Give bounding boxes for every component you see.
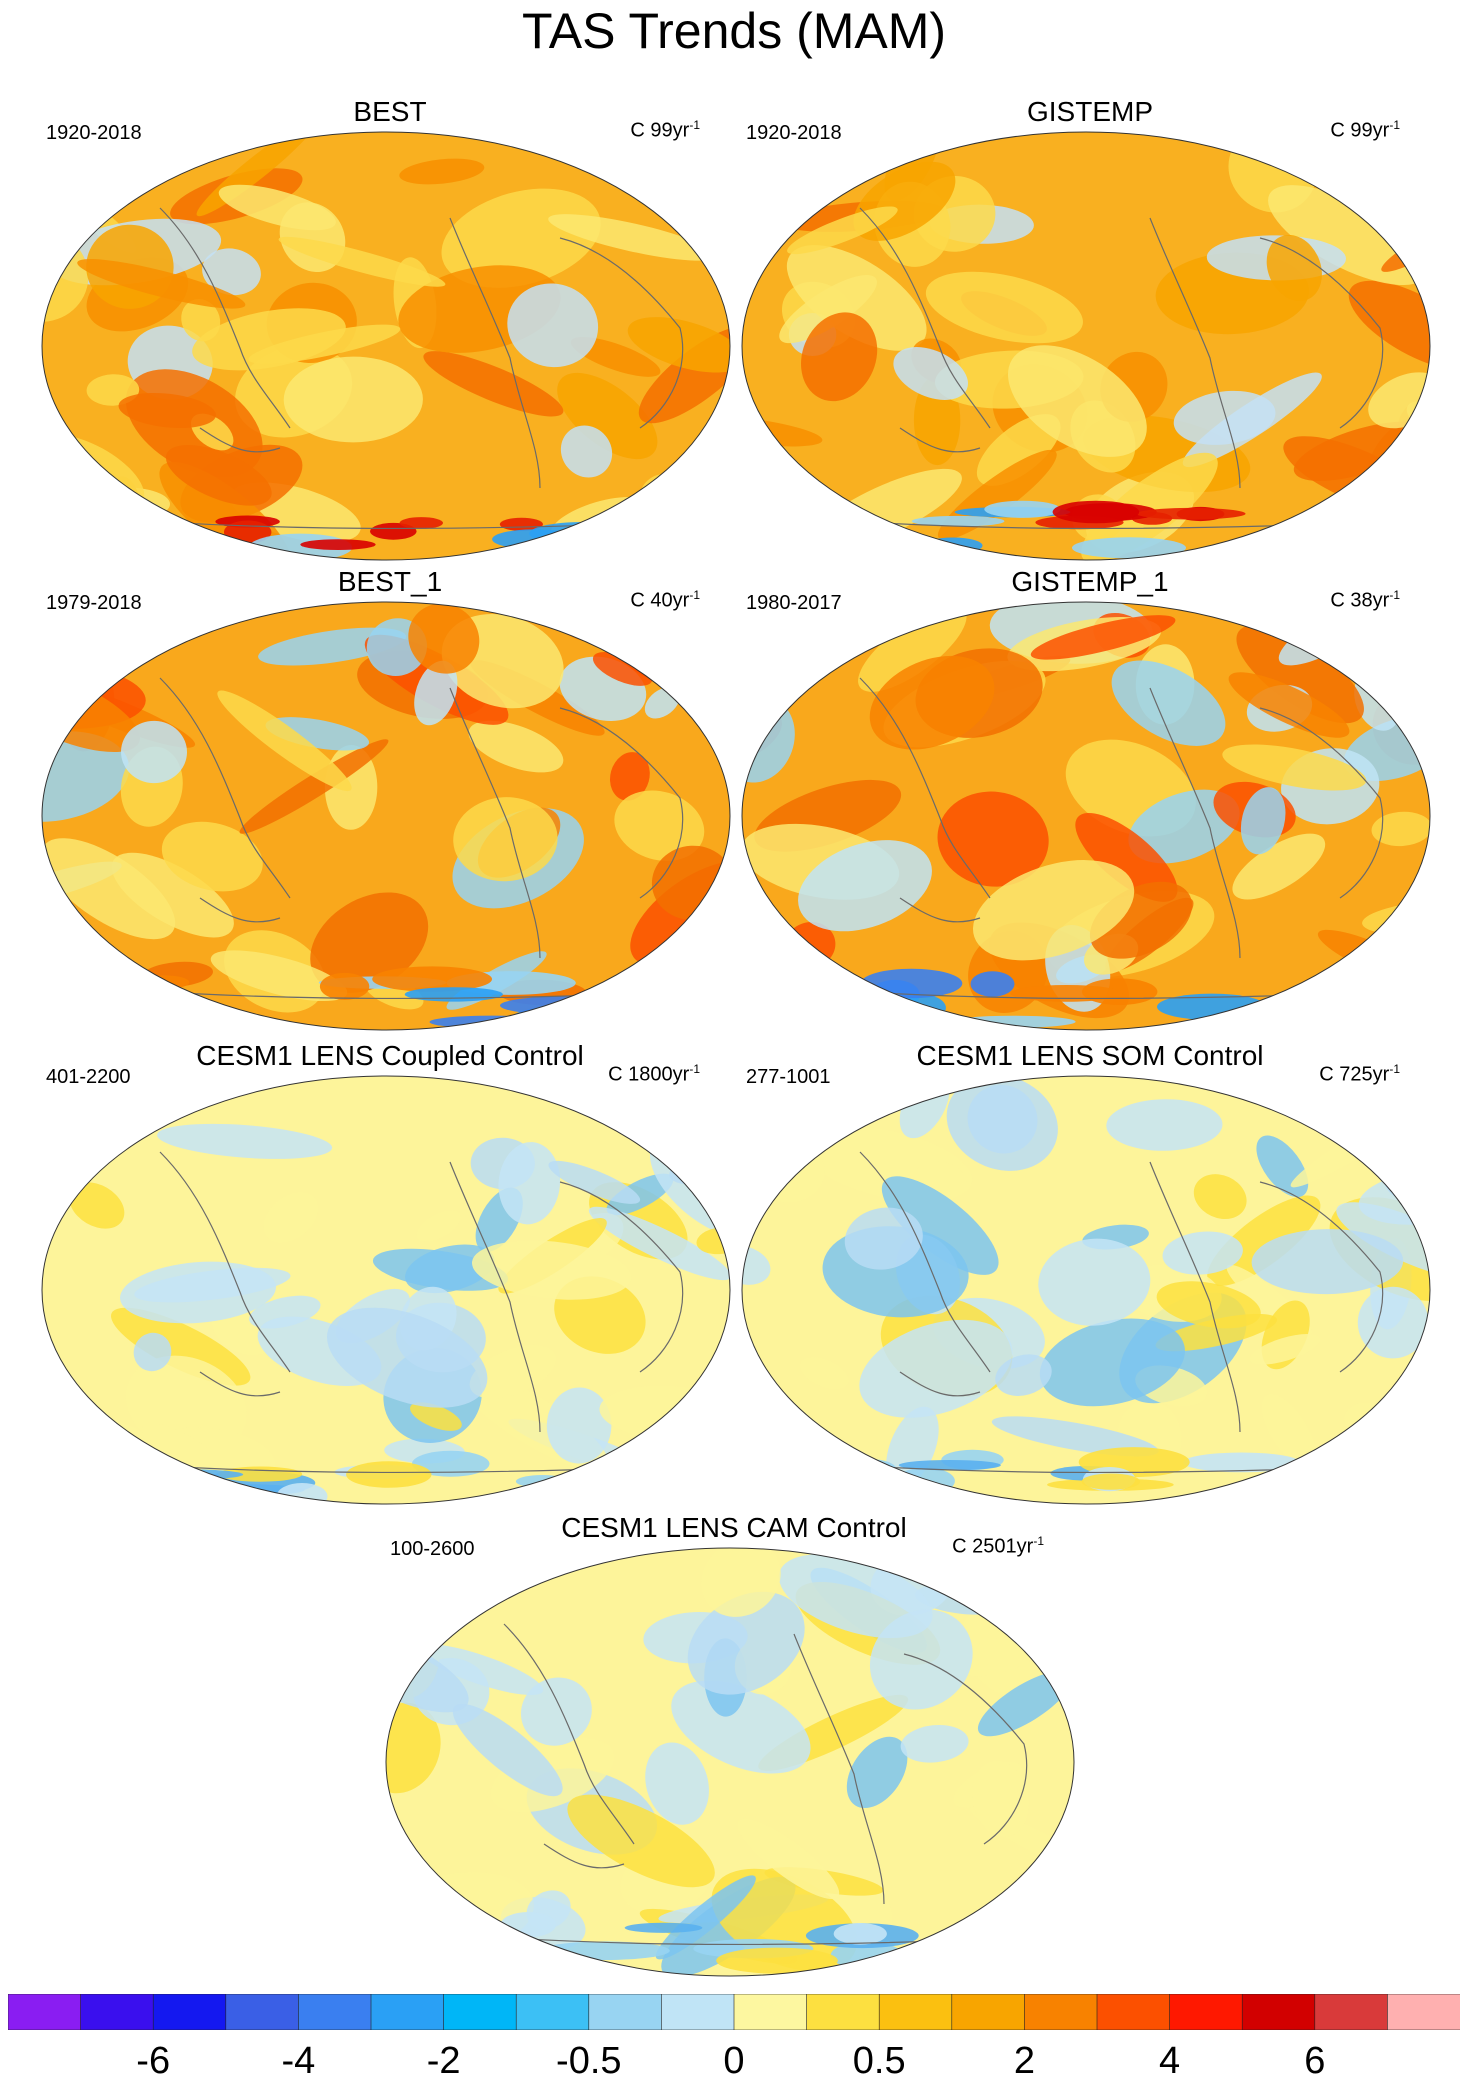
panel-title: CESM1 LENS Coupled Control [196,1040,584,1071]
panel-period: 277-1001 [746,1066,831,1088]
colorbar-tick-label: 2 [1013,2040,1035,2082]
world-map [41,601,731,1031]
colorbar-tick-label: 4 [1159,2040,1181,2082]
colorbar-swatch [1169,1994,1243,2030]
panel-title: BEST [353,96,427,127]
colorbar-swatch [588,1994,663,2030]
colorbar-swatch [1387,1994,1460,2030]
map-panel: BEST_1 1979-2018 C 40yr-1 [40,566,740,1036]
world-map [741,131,1431,561]
panel-period: 1980-2017 [746,592,842,614]
map-panel: GISTEMP_1 1980-2017 C 38yr-1 [740,566,1440,1036]
colorbar-swatch [1096,1994,1171,2030]
panel-units: C 1800yr-1 [608,1062,700,1086]
map-panel: CESM1 LENS CAM Control 100-2600 C 2501yr-1 [384,1512,1084,1982]
colorbar-swatch [1024,1994,1098,2030]
panel-title: GISTEMP_1 [1011,566,1169,597]
world-map [741,1075,1431,1505]
colorbar [8,1994,1460,2030]
colorbar-swatch [370,1994,445,2030]
map-panel: CESM1 LENS SOM Control 277-1001 C 725yr-1 [740,1040,1440,1510]
page-title: TAS Trends (MAM) [521,3,947,59]
panel-period: 100-2600 [390,1538,475,1560]
panel-title: BEST_1 [337,566,443,597]
colorbar-swatch [152,1994,227,2030]
panel-title: CESM1 LENS CAM Control [561,1512,907,1543]
colorbar-swatch [1241,1994,1316,2030]
colorbar-swatch [225,1994,300,2030]
colorbar-swatch [1314,1994,1389,2030]
panel-period: 1920-2018 [46,122,142,144]
panel-units: C 38yr-1 [1330,588,1400,612]
panel-units: C 2501yr-1 [952,1534,1044,1558]
colorbar-swatch [8,1994,82,2030]
colorbar-swatch [733,1994,808,2030]
panel-units: C 99yr-1 [630,118,700,142]
colorbar-swatch [878,1994,953,2030]
colorbar-tick-label: 6 [1304,2040,1326,2082]
panel-period: 1920-2018 [746,122,842,144]
colorbar-swatch [298,1994,372,2030]
world-map [41,1075,731,1505]
world-map [41,131,731,561]
map-panel: CESM1 LENS Coupled Control 401-2200 C 1800… [40,1040,740,1510]
colorbar-tick-label: -0.5 [556,2040,622,2082]
map-panel: BEST 1920-2018 C 99yr-1 [40,96,740,566]
panel-units: C 99yr-1 [1330,118,1400,142]
panel-units: C 40yr-1 [630,588,700,612]
colorbar-swatch [80,1994,154,2030]
colorbar-tick-label: 0.5 [852,2040,906,2082]
colorbar-swatch [951,1994,1026,2030]
world-map [385,1547,1075,1977]
colorbar-tick-label: -2 [426,2040,461,2082]
panel-period: 1979-2018 [46,592,142,614]
panel-period: 401-2200 [46,1066,131,1088]
colorbar-swatch [515,1994,590,2030]
map-panel: GISTEMP 1920-2018 C 99yr-1 [740,96,1440,566]
colorbar-tick-label: -4 [281,2040,316,2082]
colorbar-swatch [443,1994,518,2030]
panel-title: GISTEMP [1026,96,1153,127]
colorbar-tick-label: -6 [136,2040,171,2082]
panel-title: CESM1 LENS SOM Control [916,1040,1264,1071]
colorbar-tick-label: 0 [723,2040,745,2082]
world-map [741,601,1431,1031]
colorbar-swatch [661,1994,735,2030]
panel-units: C 725yr-1 [1319,1062,1400,1086]
colorbar-swatch [806,1994,880,2030]
